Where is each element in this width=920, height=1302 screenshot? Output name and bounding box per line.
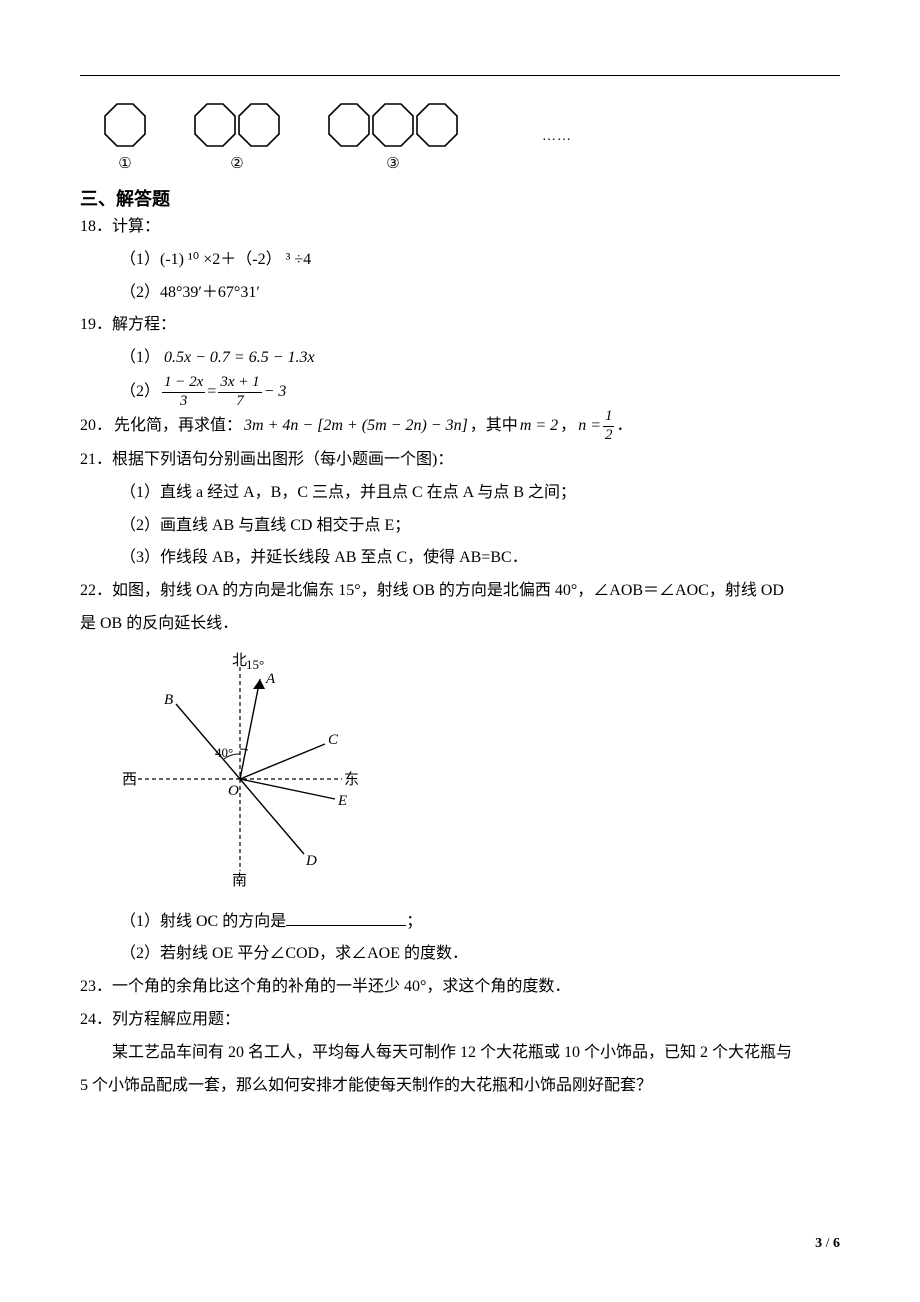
question-stem: 列方程解应用题： bbox=[112, 1011, 240, 1028]
equals: = bbox=[207, 376, 216, 409]
question-23: 23．一个角的余角比这个角的补角的一半还少 40°，求这个角的度数． bbox=[80, 971, 840, 1004]
question-number: 24． bbox=[80, 1004, 112, 1037]
hex-group-1: ① bbox=[100, 100, 150, 173]
label-east: 东 bbox=[344, 771, 359, 788]
page-sep: / bbox=[822, 1236, 833, 1251]
subitem-label: （1） bbox=[120, 349, 160, 366]
hex-shapes bbox=[190, 100, 284, 150]
label-C: C bbox=[328, 732, 339, 748]
subitem: （2）48°39′＋67°31′ bbox=[80, 277, 840, 310]
question-21: 21．根据下列语句分别画出图形（每小题画一个图)： （1）直线 a 经过 A，B… bbox=[80, 444, 840, 575]
page-total: 6 bbox=[833, 1236, 840, 1251]
question-stem: 计算： bbox=[112, 218, 160, 235]
numerator: 3x + 1 bbox=[218, 375, 261, 392]
question-number: 19． bbox=[80, 309, 112, 342]
tail: − 3 bbox=[264, 376, 287, 409]
subitem: （2）画直线 AB 与直线 CD 相交于点 E； bbox=[80, 510, 840, 543]
page: ① ② bbox=[0, 0, 920, 1302]
octagon-icon bbox=[412, 100, 462, 150]
question-stem: 解方程： bbox=[112, 316, 176, 333]
comma: ， bbox=[560, 410, 576, 443]
question-22: 22．如图，射线 OA 的方向是北偏东 15°，射线 OB 的方向是北偏西 40… bbox=[80, 575, 840, 971]
subitem: （3）作线段 AB，并延长线段 AB 至点 C，使得 AB=BC． bbox=[80, 542, 840, 575]
period: ． bbox=[616, 410, 632, 443]
label-O: O bbox=[228, 783, 239, 799]
line1: 如图，射线 OA 的方向是北偏东 15°，射线 OB 的方向是北偏西 40°，∠… bbox=[112, 582, 784, 599]
lead: 先化简，再求值： bbox=[114, 410, 242, 443]
figure-label: ③ bbox=[386, 154, 399, 173]
paragraph: 5 个小饰品配成一套，那么如何安排才能使每天制作的大花瓶和小饰品刚好配套？ bbox=[80, 1070, 840, 1103]
denominator: 7 bbox=[218, 392, 261, 410]
top-rule bbox=[80, 75, 840, 76]
label-south: 南 bbox=[232, 872, 247, 889]
denominator: 2 bbox=[603, 426, 615, 444]
hex-shapes bbox=[100, 100, 150, 150]
denominator: 3 bbox=[162, 392, 205, 410]
subitem: （2）若射线 OE 平分∠COD，求∠AOE 的度数． bbox=[80, 938, 840, 971]
hex-figure-row: ① ② bbox=[100, 100, 840, 173]
octagon-icon bbox=[190, 100, 240, 150]
label-40: 40° bbox=[215, 745, 233, 760]
label-west: 西 bbox=[122, 772, 137, 788]
octagon-icon bbox=[234, 100, 284, 150]
n-eq-lead: n = bbox=[578, 410, 601, 443]
label-E: E bbox=[337, 793, 347, 809]
expression: (-1) ¹⁰ ×2＋（-2） ³ ÷4 bbox=[160, 251, 311, 268]
subitem: （1）(-1) ¹⁰ ×2＋（-2） ³ ÷4 bbox=[80, 244, 840, 277]
mid: ，其中 bbox=[470, 410, 518, 443]
numerator: 1 − 2x bbox=[162, 375, 205, 392]
octagon-icon bbox=[324, 100, 374, 150]
label-15: 15° bbox=[246, 657, 264, 672]
subitem-label: （2） bbox=[120, 376, 160, 409]
question-number: 18． bbox=[80, 211, 112, 244]
subitem: （1）直线 a 经过 A，B，C 三点，并且点 C 在点 A 与点 B 之间； bbox=[80, 477, 840, 510]
question-text: 一个角的余角比这个角的补角的一半还少 40°，求这个角的度数． bbox=[112, 978, 570, 995]
sub1-tail: ； bbox=[406, 913, 422, 930]
question-24: 24．列方程解应用题： 某工艺品车间有 20 名工人，平均每人每天可制作 12 … bbox=[80, 1004, 840, 1102]
question-number: 23． bbox=[80, 971, 112, 1004]
figure-ellipsis: …… bbox=[542, 129, 572, 145]
section-title: 三、解答题 bbox=[80, 185, 840, 211]
octagon-icon bbox=[368, 100, 418, 150]
question-stem: 根据下列语句分别画出图形（每小题画一个图)： bbox=[112, 451, 453, 468]
question-line: 24．列方程解应用题： bbox=[80, 1004, 840, 1037]
label-B: B bbox=[164, 692, 173, 708]
label-north: 北 bbox=[232, 652, 247, 669]
compass-svg: 北 南 西 东 15° 40° A B C E D O bbox=[120, 649, 360, 889]
m-value: m = 2 bbox=[520, 410, 558, 443]
fill-blank bbox=[286, 911, 406, 926]
figure-label: ① bbox=[118, 154, 131, 173]
sub1-lead: （1）射线 OC 的方向是 bbox=[120, 913, 286, 930]
hex-group-2: ② bbox=[190, 100, 284, 173]
fraction: 3x + 1 7 bbox=[218, 375, 261, 410]
subitem-label: （1） bbox=[120, 251, 160, 268]
question-18: 18．计算： （1）(-1) ¹⁰ ×2＋（-2） ³ ÷4 （2）48°39′… bbox=[80, 211, 840, 309]
compass-figure: 北 南 西 东 15° 40° A B C E D O bbox=[120, 649, 840, 902]
hex-shapes bbox=[324, 100, 462, 150]
numerator: 1 bbox=[603, 409, 615, 426]
question-19: 19．解方程： （1） 0.5x − 0.7 = 6.5 − 1.3x （2） … bbox=[80, 309, 840, 409]
question-line: 22．如图，射线 OA 的方向是北偏东 15°，射线 OB 的方向是北偏西 40… bbox=[80, 575, 840, 608]
subitem-label: （2） bbox=[120, 284, 160, 301]
label-A: A bbox=[265, 671, 276, 687]
line2: 是 OB 的反向延长线． bbox=[80, 608, 840, 641]
paragraph: 某工艺品车间有 20 名工人，平均每人每天可制作 12 个大花瓶或 10 个小饰… bbox=[80, 1037, 840, 1070]
equation: 0.5x − 0.7 = 6.5 − 1.3x bbox=[164, 349, 315, 366]
expression: 48°39′＋67°31′ bbox=[160, 284, 260, 301]
octagon-icon bbox=[100, 100, 150, 150]
page-footer: 3 / 6 bbox=[815, 1236, 840, 1252]
figure-label: ② bbox=[230, 154, 243, 173]
subitem: （1） 0.5x − 0.7 = 6.5 − 1.3x bbox=[80, 342, 840, 375]
expression: 3m + 4n − [2m + (5m − 2n) − 3n] bbox=[244, 410, 468, 443]
question-number: 21． bbox=[80, 444, 112, 477]
subitem: （1）射线 OC 的方向是 ； bbox=[80, 906, 840, 939]
subitem: （2） 1 − 2x 3 = 3x + 1 7 − 3 bbox=[80, 375, 840, 410]
fraction: 1 2 bbox=[603, 409, 615, 444]
fraction: 1 − 2x 3 bbox=[162, 375, 205, 410]
label-D: D bbox=[305, 853, 317, 869]
question-number: 22． bbox=[80, 575, 112, 608]
question-number: 20． bbox=[80, 410, 112, 443]
hex-group-3: ③ bbox=[324, 100, 462, 173]
question-20: 20． 先化简，再求值： 3m + 4n − [2m + (5m − 2n) −… bbox=[80, 409, 840, 444]
